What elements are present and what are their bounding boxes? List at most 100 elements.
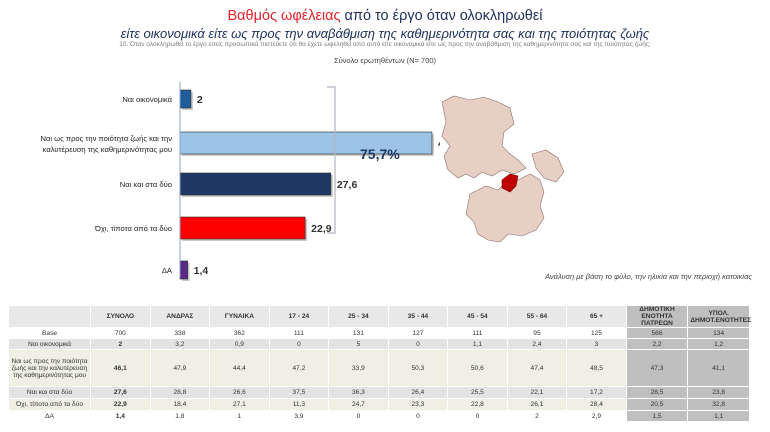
table-row: Όχι, τίποτα από τα δύο 22,9 18,4 27,1 11,3 24… [7,398,750,411]
bars-layer: 2 Ναι οικονομικά 46,1 Ναι ως προς την ποιότ… [41,89,440,281]
table-header-cell: 25 - 34 [328,305,389,328]
table-cell: 2,2 [625,338,689,350]
table-cell: 25,5 [447,386,508,399]
table-cell: 44,4 [209,349,270,387]
table-cell: 3,9 [268,410,330,422]
table-cell: 26,6 [209,386,270,399]
bar [179,216,306,240]
bar [179,260,188,280]
table-cell: 37,5 [268,386,330,399]
table-header-cell: 35 - 44 [387,305,449,328]
table-cell: 338 [149,327,211,339]
chart-subtitle: είτε οικονομικά είτε ως προς την αναβάθμ… [120,26,650,41]
chart-title: Βαθμός ωφέλειας από το έργο όταν ολοκληρ… [0,8,770,24]
table-cell: 27,1 [209,398,270,411]
table-cell: 111 [447,327,508,339]
map-region-east [531,149,565,183]
table-header-cell: ΓΥΝΑΙΚΑ [209,305,270,328]
bar-value-label: 27,6 [337,179,358,191]
table-cell: 0 [387,410,449,422]
table-header-cell: 17 - 24 [268,305,330,328]
table-cell: 2 [506,410,568,422]
table-cell: 18,4 [149,398,211,411]
table-cell: 134 [687,327,750,339]
table-cell: 131 [328,327,389,339]
table-row: ΔΑ 1,4 1,8 1 3,9 0 0 0 2 2,9 1,5 1,1 [7,410,750,422]
table-cell: 0 [387,338,449,350]
table-cell: 47,9 [149,349,211,387]
table-header-cell: ΔΗΜΟΤΙΚΗ ΕΝΟΤΗΤΑ ΠΑΤΡΕΩΝ [625,305,689,328]
table-cell: 3,2 [149,338,211,350]
row-label: Ναι οικονομικά [7,338,92,350]
table-cell: 22,8 [447,398,508,411]
row-label: Ναι και στα δύο [7,386,92,399]
row-label: Ναι ως προς την ποιότητα ζωής και την κα… [7,349,92,387]
table-cell: 33,9 [328,349,389,387]
table-header-cell: ΑΝΔΡΑΣ [149,305,211,328]
table-cell: 2 [90,338,151,350]
table-cell: 26,4 [387,386,449,399]
row-label: Όχι, τίποτα από τα δύο [7,398,92,411]
table-cell: 1,4 [90,410,151,422]
table-cell: 111 [268,327,330,339]
table-header-cell: ΣΥΝΟΛΟ [90,305,151,328]
table-header-cell: 45 - 54 [447,305,508,328]
table-cell: 32,8 [687,398,750,411]
row-label: Base [7,327,92,339]
table-cell: 24,7 [328,398,389,411]
table-cell: 48,5 [566,349,627,387]
table-cell: 2,4 [506,338,568,350]
bar-value-label: 2 [197,94,203,106]
table-cell: 36,3 [328,386,389,399]
table-cell: 27,6 [90,386,151,399]
category-label: Ναι οικονομικά [122,95,172,104]
category-label: Ναι και στα δύο [120,180,172,189]
category-label: Όχι, τίποτα από τα δύο [94,224,172,233]
table-cell: 28,5 [625,386,689,399]
row-label: ΔΑ [7,410,92,422]
table-cell: 28,4 [566,398,627,411]
table-cell: 1,5 [625,410,689,422]
table-cell: 50,6 [447,349,508,387]
region-map [441,95,565,243]
chart-title-rest: από το έργο όταν ολοκληρωθεί [340,8,543,24]
table-cell: 1,1 [687,410,750,422]
bar-value-label: 22,9 [311,223,332,235]
analysis-note: Ανάλυση με βάση το φύλο, την ηλικία και … [545,272,752,281]
table-cell: 125 [566,327,627,339]
bar-chart: 2 Ναι οικονομικά 46,1 Ναι ως προς την ποιότ… [41,82,440,281]
table-cell: 20,5 [625,398,689,411]
question-text: 10. Όταν ολοκληρωθεί το έργο εσείς προσω… [119,41,651,48]
table-row: Ναι και στα δύο 27,6 28,8 26,6 37,5 36,3 26,4 2… [7,386,750,399]
bracket [327,86,336,234]
bar-value-label: 1,4 [194,265,209,277]
map-highlight-patras [501,173,519,193]
table-row: Base 700 338 362 111 131 127 111 95 125 566 134 [7,327,750,339]
table-cell: 2,9 [566,410,627,422]
chart-title-highlight: Βαθμός ωφέλειας [227,8,341,24]
table-header-cell [7,305,92,328]
table-cell: 700 [90,327,151,339]
table-cell: 0 [328,410,389,422]
table-cell: 46,1 [90,349,151,387]
table-header-cell: 55 - 64 [506,305,568,328]
table-cell: 0,9 [209,338,270,350]
table-cell: 50,3 [387,349,449,387]
table-cell: 41,1 [687,349,750,387]
table-cell: 26,1 [506,398,568,411]
table-cell: 0 [268,338,330,350]
bar [179,89,192,109]
table-cell: 1,2 [687,338,750,350]
table-cell: 1,1 [447,338,508,350]
table-cell: 23,8 [687,386,750,399]
table-cell: 0 [447,410,508,422]
table-cell: 17,2 [566,386,627,399]
table-cell: 127 [387,327,449,339]
table-header-row: ΣΥΝΟΛΟ ΑΝΔΡΑΣ ΓΥΝΑΙΚΑ 17 - 24 25 - 34 35 - 44… [7,305,751,328]
table-cell: 22,1 [506,386,568,399]
table-cell: 3 [566,338,627,350]
table-cell: 28,8 [149,386,211,399]
map-region-north [441,95,527,179]
bar-value-label: 46,1 [438,138,440,150]
table-cell: 362 [209,327,270,339]
